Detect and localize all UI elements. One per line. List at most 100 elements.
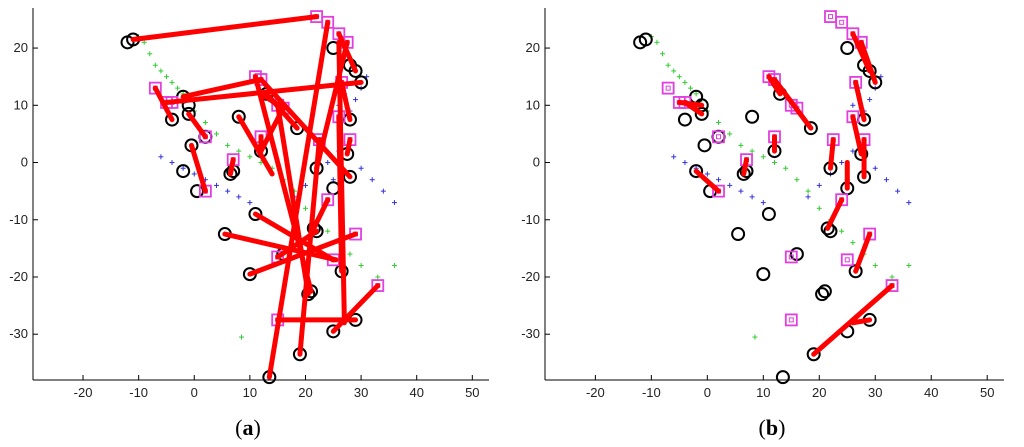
square-point xyxy=(148,81,162,95)
circle-point xyxy=(326,324,341,339)
x-tick-label: 50 xyxy=(465,385,479,400)
green-cross-point xyxy=(654,39,660,45)
circle-point xyxy=(806,347,821,362)
square-point xyxy=(712,184,725,198)
square-inner xyxy=(665,85,671,91)
green-cross-point xyxy=(760,154,766,160)
green-cross-point xyxy=(141,39,147,45)
x-tick-label: -20 xyxy=(74,385,93,400)
circle-point xyxy=(176,164,191,179)
match-link xyxy=(825,197,845,231)
square-point xyxy=(198,130,212,144)
blue-cross-point xyxy=(906,200,912,206)
blue-cross-point xyxy=(716,177,722,183)
circle-point xyxy=(248,207,263,222)
match-link xyxy=(682,99,705,117)
green-cross-point xyxy=(147,51,153,57)
circle-point xyxy=(840,41,855,56)
x-tick-label: 30 xyxy=(354,385,368,400)
green-cross-point xyxy=(152,62,158,68)
circle-point xyxy=(689,164,704,179)
square-inner xyxy=(839,19,845,25)
circle-point xyxy=(694,106,709,121)
green-cross-point xyxy=(727,131,733,137)
y-tick-label: 20 xyxy=(14,40,28,55)
x-tick-label: 0 xyxy=(704,385,711,400)
blue-cross-point xyxy=(895,188,901,194)
y-tick-label: -30 xyxy=(521,326,540,341)
blue-cross-point xyxy=(839,160,845,166)
match-link xyxy=(827,137,836,171)
blue-cross-point xyxy=(760,200,766,206)
circle-point xyxy=(677,112,692,127)
square-point xyxy=(824,10,837,23)
green-cross-point xyxy=(783,165,789,171)
match-link xyxy=(853,79,867,123)
green-cross-point xyxy=(772,160,777,166)
green-cross-point xyxy=(247,154,253,160)
blue-cross-point xyxy=(671,154,677,160)
x-tick-label: 10 xyxy=(756,385,770,400)
circle-point xyxy=(165,112,180,127)
blue-cross-point xyxy=(850,102,856,108)
y-tick-label: 0 xyxy=(533,155,540,170)
green-cross-point xyxy=(682,79,688,85)
match-link xyxy=(811,283,895,357)
x-tick-label: -20 xyxy=(586,385,605,400)
match-link xyxy=(344,137,353,157)
match-link xyxy=(275,102,311,297)
match-link xyxy=(314,39,350,171)
match-link xyxy=(850,317,873,326)
match-link xyxy=(772,77,814,131)
blue-cross-point xyxy=(380,188,386,194)
match-link xyxy=(222,231,339,263)
y-tick-label: -10 xyxy=(521,212,540,227)
circle-point xyxy=(756,267,771,282)
green-cross-point xyxy=(375,274,381,280)
circle-point xyxy=(745,109,760,124)
circle-point xyxy=(731,227,746,242)
match-link xyxy=(227,157,236,177)
green-cross-point xyxy=(660,51,666,57)
match-link xyxy=(180,77,264,100)
match-link xyxy=(275,228,320,260)
circle-point xyxy=(803,121,818,136)
green-cross-point xyxy=(752,334,758,340)
x-tick-label: -10 xyxy=(129,385,148,400)
blue-cross-point xyxy=(325,160,331,166)
green-cross-point xyxy=(236,148,242,154)
blue-cross-point xyxy=(727,182,733,188)
green-cross-point xyxy=(805,188,811,194)
square-point xyxy=(784,250,798,264)
square-point xyxy=(371,279,385,292)
blue-cross-point xyxy=(867,97,873,103)
blue-cross-point xyxy=(369,177,375,183)
match-link xyxy=(152,85,175,123)
x-tick-label: 50 xyxy=(980,385,994,400)
green-cross-point xyxy=(302,205,308,211)
blue-cross-point xyxy=(247,200,253,206)
blue-cross-point xyxy=(214,182,220,188)
match-link xyxy=(741,157,750,177)
x-tick-label: 30 xyxy=(868,385,882,400)
match-link xyxy=(163,79,364,105)
blue-cross-point xyxy=(883,177,889,183)
blue-cross-point xyxy=(191,171,197,177)
green-cross-point xyxy=(889,274,895,280)
blue-cross-point xyxy=(391,200,397,206)
y-tick-label: 10 xyxy=(14,97,28,112)
blue-cross-point xyxy=(353,97,359,103)
green-cross-point xyxy=(693,91,699,97)
circle-point xyxy=(190,184,205,199)
blue-cross-point xyxy=(738,188,744,194)
blue-cross-point xyxy=(225,188,231,194)
green-cross-point xyxy=(169,79,175,85)
match-link xyxy=(850,114,864,157)
match-link xyxy=(330,283,381,334)
circle-point xyxy=(761,207,776,222)
green-cross-point xyxy=(872,263,878,269)
green-cross-point xyxy=(325,228,331,234)
blue-cross-point xyxy=(302,182,308,188)
blue-cross-point xyxy=(816,182,822,188)
circle-point xyxy=(820,221,835,236)
